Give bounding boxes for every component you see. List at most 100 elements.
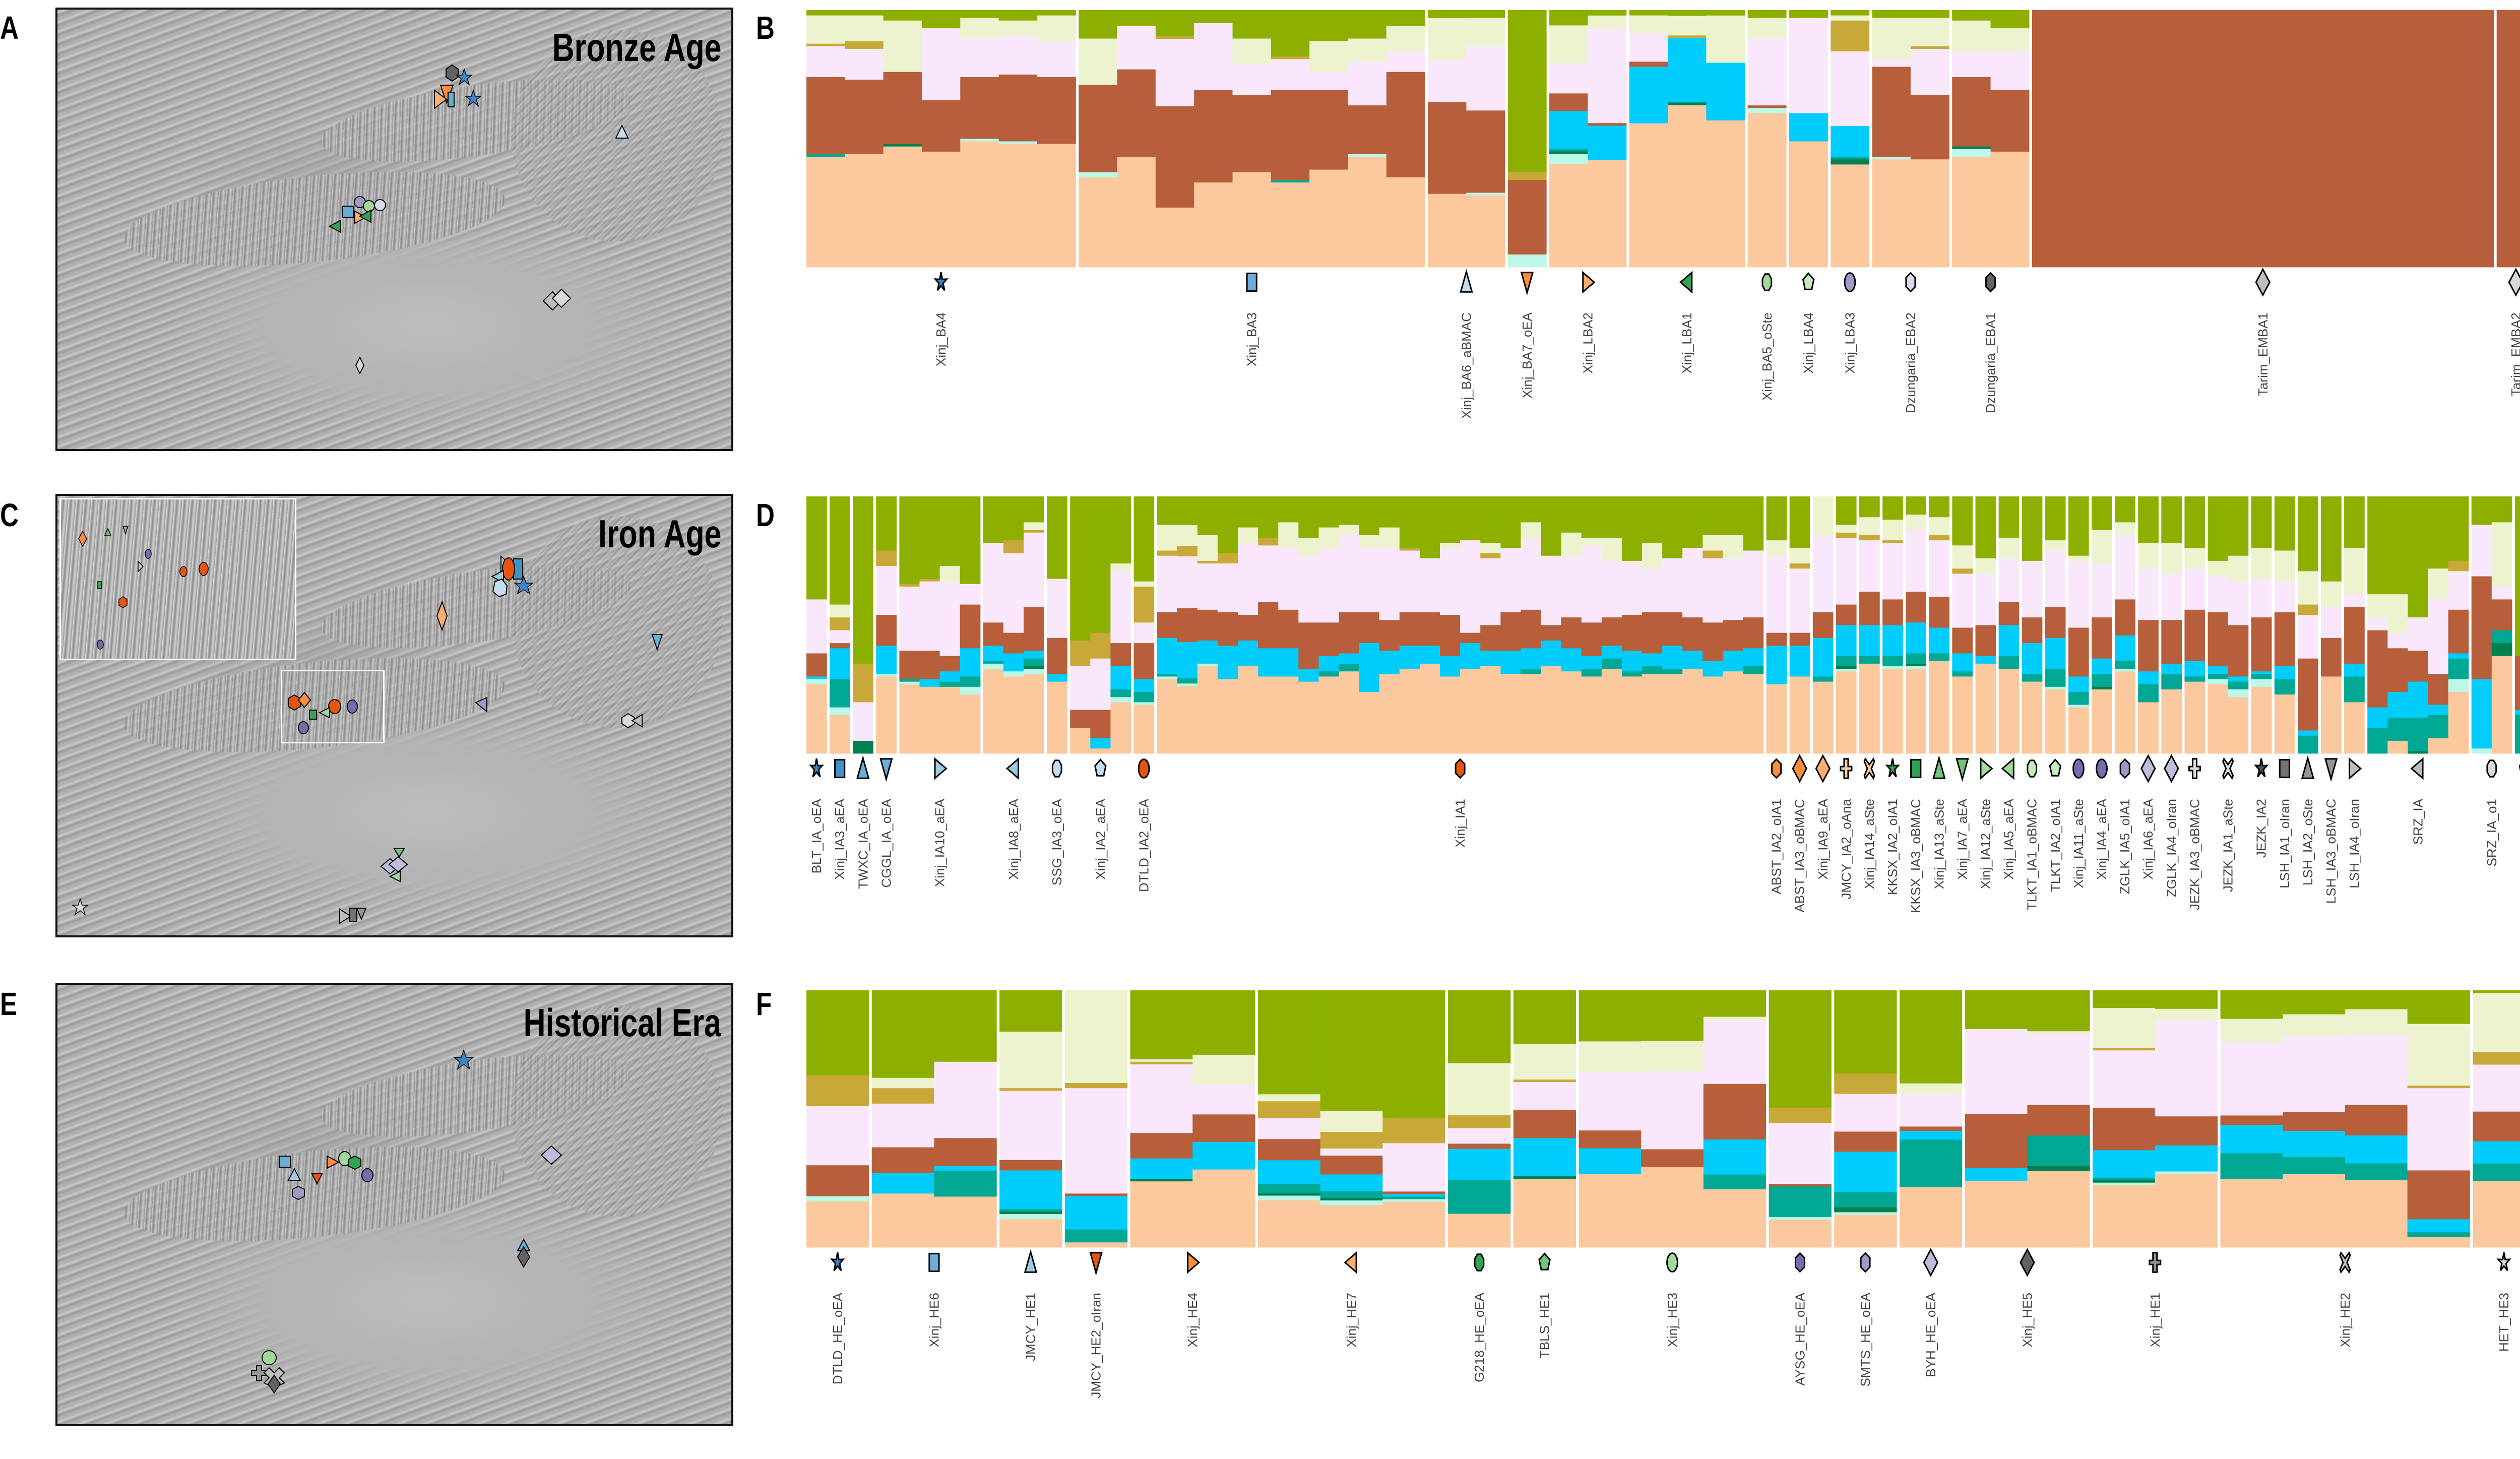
bar-segment	[1641, 1149, 1704, 1167]
marker-xinj-ia5	[389, 870, 401, 882]
bar-segment	[1133, 581, 1155, 587]
bar-segment	[1743, 673, 1764, 754]
bar-segment	[2220, 990, 2283, 1019]
bar-segment	[1706, 62, 1745, 120]
bar-segment	[1998, 602, 2020, 625]
bar-segment	[1872, 159, 1911, 268]
bar-segment	[2161, 663, 2182, 674]
bar-segment	[2228, 689, 2249, 697]
bar-segment	[2491, 586, 2512, 600]
bar-segment	[845, 154, 884, 268]
bar-segment	[1882, 540, 1903, 543]
bar-segment	[1309, 10, 1349, 41]
marker-xinj-he6	[279, 1156, 291, 1168]
bar-segment	[1382, 1191, 1445, 1194]
bar-group	[1789, 496, 1810, 754]
bar-segment	[1743, 550, 1764, 618]
bar-segment	[1359, 643, 1380, 692]
bar-segment	[1271, 56, 1310, 59]
bar-segment	[2228, 555, 2249, 582]
bar-segment	[1359, 612, 1380, 644]
bar-segment	[2473, 1052, 2520, 1065]
bar-segment	[960, 38, 999, 77]
bar-segment	[806, 43, 845, 46]
bar-segment	[2387, 740, 2408, 754]
bar-segment	[845, 15, 884, 41]
bar-segment	[1197, 560, 1218, 563]
group-label: Xinj_HE4	[1185, 1293, 1200, 1347]
bar-segment	[939, 686, 961, 754]
bar-segment	[1601, 537, 1622, 561]
bar-segment	[1448, 1214, 1511, 1248]
bar-segment	[1448, 1149, 1511, 1180]
bar-segment	[1662, 496, 1683, 558]
bar-segment	[1579, 1173, 1642, 1248]
bar-segment	[2092, 673, 2112, 687]
bar-segment	[876, 565, 897, 615]
bar-segment	[983, 661, 1004, 664]
bar-segment	[1217, 553, 1238, 563]
bar-segment	[1834, 1131, 1897, 1152]
bar-segment	[1975, 496, 1996, 558]
bar-segment	[1110, 563, 1131, 572]
bar-segment	[1882, 599, 1903, 625]
bar-segment	[998, 141, 1038, 144]
bar-segment	[2455, 10, 2494, 268]
bar-segment	[1500, 496, 1521, 548]
bar-segment	[2274, 694, 2295, 754]
bar-segment	[1834, 1094, 1897, 1132]
bar-segment	[1910, 18, 1949, 46]
bar-segment	[1834, 1152, 1897, 1192]
bar-segment	[1549, 154, 1588, 164]
bar-segment	[1952, 156, 1991, 268]
bar-segment	[1257, 1101, 1321, 1118]
bar-segment	[2251, 673, 2272, 679]
bar-segment	[1070, 496, 1091, 641]
bar-segment	[1278, 548, 1299, 610]
bar-segment	[2155, 1116, 2218, 1146]
group-label: Xinj_HE3	[1665, 1293, 1680, 1347]
bar-segment	[1232, 95, 1272, 172]
bar-segment	[1177, 525, 1198, 546]
bar-segment	[2093, 1182, 2156, 1185]
bar-segment	[1952, 568, 1973, 574]
bar-segment	[2155, 990, 2218, 1009]
bar-segment	[1541, 555, 1562, 625]
bar-segment	[1769, 990, 1832, 1108]
bar-segment	[830, 604, 850, 618]
bar-segment	[853, 663, 873, 703]
triangle-up-marker-icon	[856, 755, 870, 779]
bar-segment	[883, 20, 922, 72]
bar-segment	[1177, 545, 1198, 556]
bar-segment	[1192, 1054, 1255, 1085]
bar-segment	[2027, 1171, 2090, 1248]
marker-dtld-ia2	[502, 557, 515, 581]
bar-segment	[1157, 525, 1178, 551]
bar-segment	[1723, 535, 1744, 558]
bar-segment	[1965, 990, 2028, 1029]
bar-segment	[1419, 663, 1440, 754]
bar-segment	[1507, 179, 1547, 255]
bar-segment	[1834, 1212, 1897, 1215]
pentagon-marker-icon	[1094, 758, 1107, 777]
bar-segment	[1899, 1094, 1963, 1127]
bar-segment	[1789, 568, 1810, 633]
bar-segment	[1789, 632, 1810, 646]
bar-segment	[1258, 602, 1279, 649]
bar-segment	[1662, 668, 1683, 674]
bar-segment	[1703, 1019, 1767, 1084]
bar-segment	[1521, 496, 1542, 523]
bar-segment	[1747, 10, 1787, 18]
group-label: Xinj_IA13_aSte	[1931, 799, 1946, 889]
bar-group	[1766, 496, 1787, 754]
bar-segment	[1836, 604, 1857, 625]
bar-segment	[2208, 560, 2229, 577]
group-label: SSG_IA3_oEA	[1049, 798, 1064, 885]
bar-segment	[1703, 550, 1723, 558]
bar-segment	[853, 740, 873, 754]
bar-segment	[1831, 10, 1870, 16]
bar-group	[2093, 990, 2218, 1248]
marker-dzungaria-eba1	[446, 64, 459, 82]
bar-segment	[960, 18, 999, 39]
bar-segment	[1952, 671, 1973, 677]
